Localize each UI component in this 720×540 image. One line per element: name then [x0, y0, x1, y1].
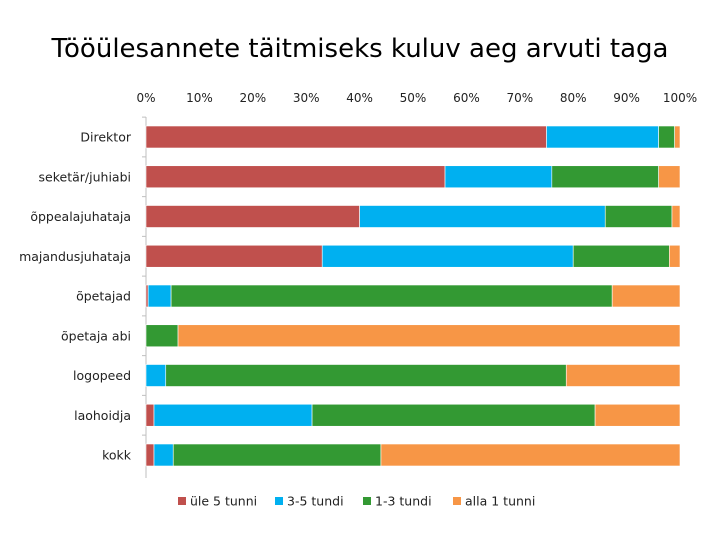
- bar-segment: [565, 364, 681, 387]
- x-tick-label: 20%: [239, 91, 266, 105]
- x-tick-label: 100%: [663, 91, 697, 105]
- bar-segment: [311, 403, 596, 427]
- x-axis-ticks: 0% 10% 20% 30% 40% 50% 60% 70% 80% 90% 100%: [136, 91, 697, 105]
- category-labels: Direktor seketär/juhiabi õppealajuhataja ma…: [19, 116, 146, 463]
- x-tick-label: 80%: [560, 91, 587, 105]
- x-tick-label: 40%: [346, 91, 373, 105]
- bar-segment: [145, 324, 179, 348]
- bar-segment: [153, 443, 174, 467]
- category-label: õpetaja abi: [61, 328, 131, 343]
- x-tick-label: 90%: [613, 91, 640, 105]
- legend: üle 5 tunni 3-5 tundi 1-3 tundi alla 1 tunn…: [178, 494, 535, 509]
- x-tick-label: 10%: [186, 91, 213, 105]
- bar-segment: [172, 443, 382, 467]
- bar-segment: [145, 364, 167, 387]
- bar-segment: [177, 324, 681, 348]
- bar-segment: [380, 443, 681, 467]
- legend-label: üle 5 tunni: [190, 494, 257, 509]
- legend-swatch: [275, 497, 283, 505]
- legend-label: alla 1 tunni: [465, 494, 535, 509]
- category-label: Direktor: [80, 130, 131, 145]
- bar-segment: [145, 443, 155, 467]
- legend-label: 3-5 tundi: [287, 494, 344, 509]
- category-label: õpetajad: [76, 289, 131, 304]
- category-label: seketär/juhiabi: [39, 169, 131, 184]
- legend-label: 1-3 tundi: [375, 494, 432, 509]
- bar-segment: [145, 403, 155, 427]
- bar-segment: [145, 165, 446, 189]
- chart-title: Tööülesannete täitmiseks kuluv aeg arvut…: [51, 34, 669, 64]
- bar-segment: [170, 284, 613, 308]
- bar-segment: [671, 205, 681, 228]
- bar-segment: [145, 284, 149, 308]
- bar-segment: [147, 284, 172, 308]
- bar-segment: [669, 244, 681, 268]
- bars: [145, 125, 681, 467]
- category-label: logopeed: [73, 368, 131, 383]
- bar-segment: [145, 125, 547, 149]
- bar-segment: [321, 244, 574, 268]
- legend-swatch: [178, 497, 186, 505]
- legend-swatch: [453, 497, 461, 505]
- bar-segment: [611, 284, 681, 308]
- bar-segment: [594, 403, 681, 427]
- bar-segment: [153, 403, 313, 427]
- x-tick-label: 70%: [506, 91, 533, 105]
- bar-segment: [546, 125, 659, 149]
- bar-segment: [674, 125, 681, 149]
- category-label: kokk: [102, 448, 132, 463]
- x-tick-label: 50%: [400, 91, 427, 105]
- category-label: majandusjuhataja: [19, 249, 131, 264]
- x-tick-label: 30%: [293, 91, 320, 105]
- bar-segment: [658, 125, 675, 149]
- bar-segment: [444, 165, 553, 189]
- x-tick-label: 0%: [136, 91, 155, 105]
- bar-segment: [145, 244, 323, 268]
- bar-segment: [572, 244, 670, 268]
- bar-segment: [551, 165, 659, 189]
- bar-segment: [658, 165, 681, 189]
- legend-swatch: [363, 497, 371, 505]
- category-label: laohoidja: [74, 408, 131, 423]
- category-label: õppealajuhataja: [30, 209, 131, 224]
- x-tick-label: 60%: [453, 91, 480, 105]
- bar-segment: [165, 364, 567, 387]
- bar-segment: [145, 205, 360, 228]
- bar-segment: [359, 205, 606, 228]
- bar-segment: [604, 205, 673, 228]
